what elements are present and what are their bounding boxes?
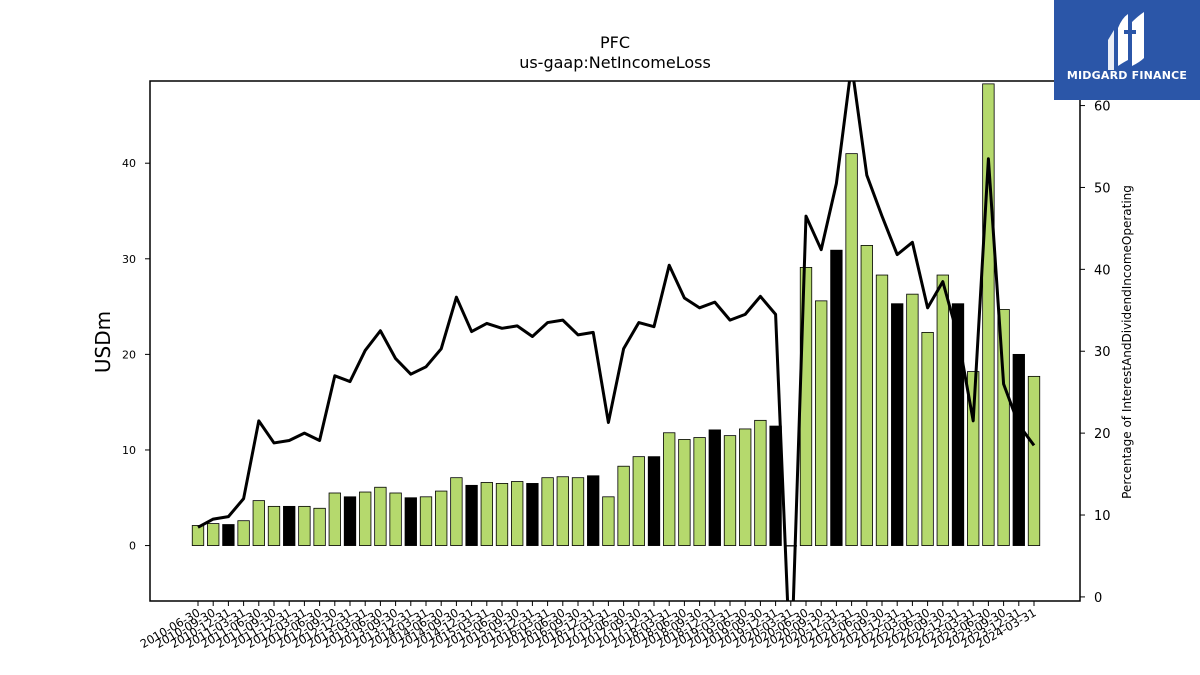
y2-tick-label: 50: [1094, 181, 1111, 196]
bar: [1027, 375, 1041, 546]
y2-axis-ticks: 0 10 20 30 40 50 60: [1080, 100, 1111, 606]
bar: [815, 300, 828, 546]
bar: [495, 483, 509, 546]
bar: [419, 496, 433, 546]
y2-tick-label: 0: [1094, 591, 1102, 606]
bar: [739, 428, 752, 546]
x-axis-ticks: 2010-06-302010-09-302010-12-312011-03-31…: [138, 601, 1039, 651]
chart-subtitle: us-gaap:NetIncomeLoss: [519, 53, 711, 72]
bar: [906, 293, 919, 546]
bar: [693, 437, 706, 546]
bar: [1012, 353, 1025, 546]
bar: [845, 153, 858, 546]
bar: [541, 477, 554, 546]
bar: [602, 496, 615, 546]
bar: [571, 477, 585, 546]
bar: [921, 331, 934, 546]
bar: [875, 274, 889, 546]
bar: [450, 477, 463, 546]
bar: [723, 435, 737, 546]
bar: [647, 456, 661, 546]
y-tick-label: 0: [129, 540, 136, 553]
bar: [207, 523, 220, 546]
y-tick-label: 30: [122, 253, 136, 266]
bar: [967, 371, 980, 546]
y-tick-label: 20: [122, 348, 136, 361]
bar: [587, 475, 600, 546]
plot-frame: [149, 80, 1081, 602]
bar: [404, 497, 417, 546]
y2-axis-label: Percentage of InterestAndDividendIncomeO…: [1120, 185, 1134, 499]
bar: [252, 500, 265, 546]
y2-tick-label: 20: [1094, 427, 1111, 442]
bar: [663, 432, 676, 546]
bar: [678, 439, 691, 546]
y2-tick-label: 10: [1094, 509, 1111, 524]
bar: [860, 245, 873, 546]
bar: [951, 303, 965, 546]
bar: [267, 505, 281, 546]
bar: [237, 520, 250, 546]
brand-logo: MIDGARD FINANCE: [1054, 0, 1200, 100]
bar: [222, 524, 235, 546]
bar-series: [191, 83, 1041, 547]
line-series: [197, 81, 1036, 601]
chart-title: PFC: [600, 33, 630, 52]
y2-tick-label: 30: [1094, 345, 1111, 360]
brand-mark-icon: [1108, 12, 1144, 70]
bar: [389, 492, 402, 546]
bar: [328, 492, 341, 546]
bar: [359, 491, 372, 546]
bar: [754, 419, 767, 546]
bar: [891, 303, 904, 546]
bar: [191, 525, 205, 546]
bar: [511, 481, 524, 546]
bar: [313, 507, 326, 546]
bar: [465, 484, 478, 546]
bar: [830, 249, 843, 546]
y-axis-ticks: 0 10 20 30 40: [122, 157, 150, 553]
bar: [435, 490, 448, 546]
bar: [526, 483, 539, 546]
bar: [374, 486, 387, 546]
y2-tick-label: 60: [1094, 100, 1111, 115]
brand-name: MIDGARD FINANCE: [1066, 69, 1188, 82]
bar: [936, 274, 949, 546]
bar: [708, 429, 721, 546]
y-tick-label: 10: [122, 444, 136, 457]
y2-tick-label: 40: [1094, 263, 1111, 278]
line-path: [197, 81, 1036, 601]
bar: [997, 309, 1010, 546]
y-tick-label: 40: [122, 157, 136, 170]
bar: [298, 505, 311, 546]
bar: [632, 456, 645, 546]
bar: [283, 505, 296, 546]
bar: [556, 476, 569, 546]
bar: [480, 482, 493, 546]
bar: [617, 465, 630, 546]
bar: [343, 496, 357, 546]
y-axis-label: USDm: [91, 311, 115, 373]
bar: [982, 83, 995, 546]
